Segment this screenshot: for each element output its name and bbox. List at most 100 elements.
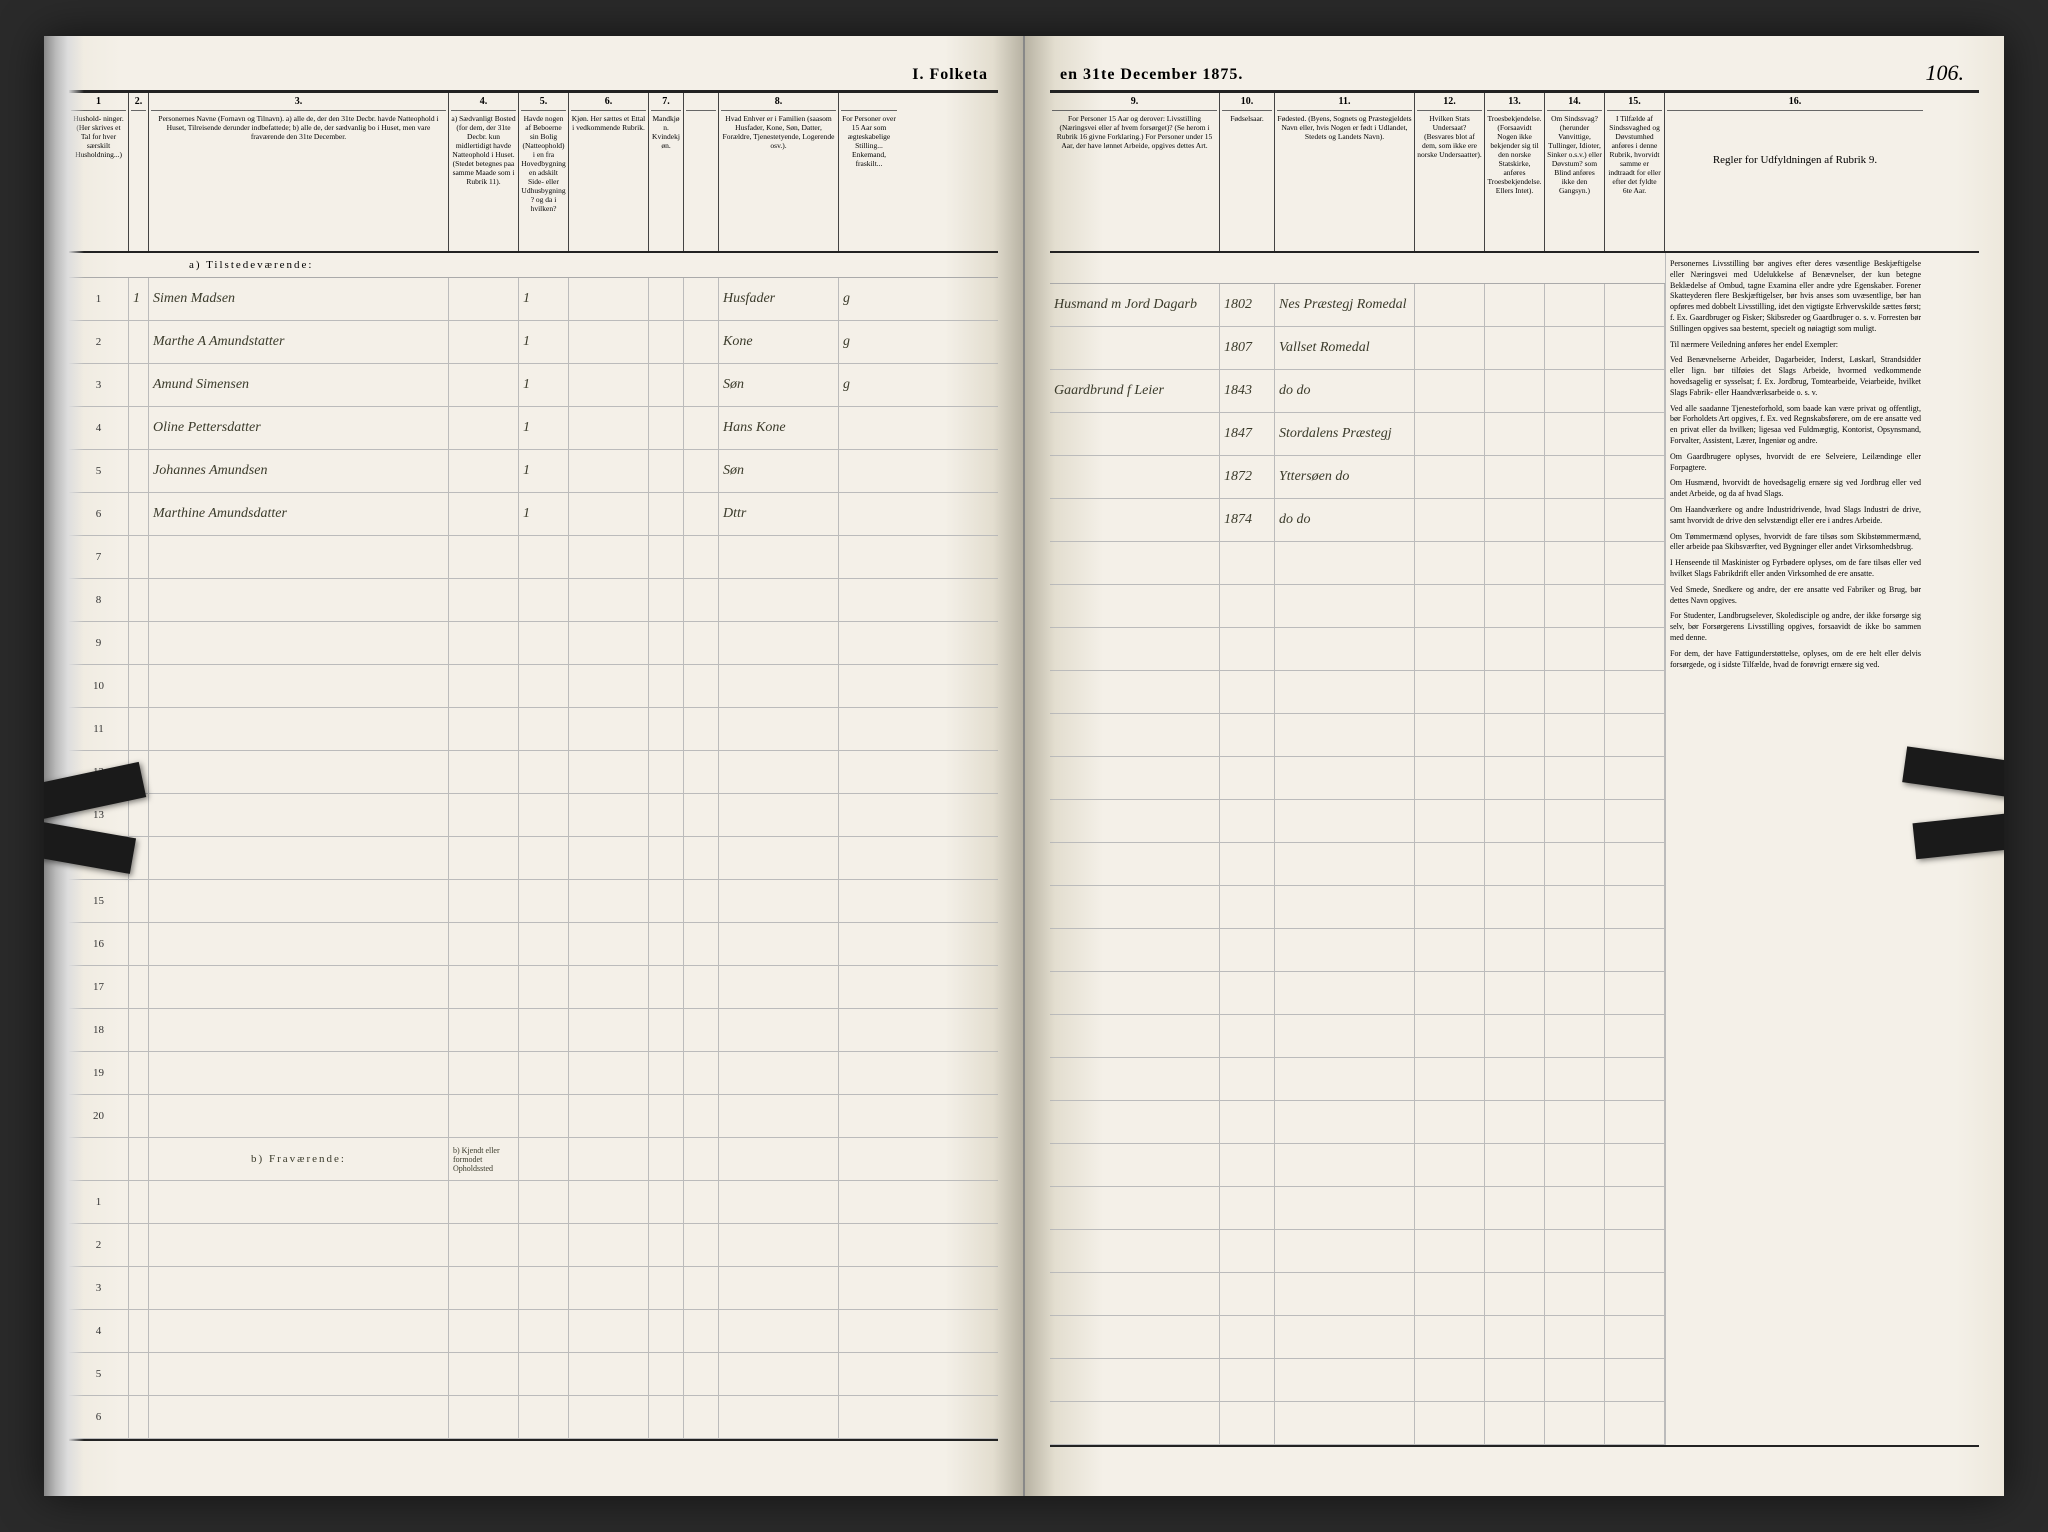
instruction-paragraph: Til nærmere Veiledning anføres her endel… [1670,340,1921,351]
cell-building: 1 [519,321,569,363]
hcol-7b [684,93,719,251]
table-row: 3 [69,1267,998,1310]
instruction-paragraph: Personernes Livsstilling bør angives eft… [1670,259,1921,335]
cell-occupation [1050,327,1220,369]
table-row [1050,1015,1665,1058]
table-row: 11 [69,708,998,751]
cell-marital: g [839,278,899,320]
ledger-right: 9.For Personer 15 Aar og derover: Livsst… [1050,90,1979,1447]
table-row [1050,1359,1665,1402]
cell-residence [449,407,519,449]
cell-onset [1605,284,1665,326]
cell-household [129,321,149,363]
table-row: 2Marthe A Amundstatter1Koneg [69,321,998,364]
table-row [1050,886,1665,929]
table-row: 3Amund Simensen1Søng [69,364,998,407]
cell-onset [1605,327,1665,369]
table-row [1050,1101,1665,1144]
cell-citizenship [1415,327,1485,369]
table-row [1050,1402,1665,1445]
table-row [1050,1316,1665,1359]
cell-sex [569,407,649,449]
cell-female [684,278,719,320]
cell-male [649,321,684,363]
table-row [1050,1273,1665,1316]
table-row [1050,1187,1665,1230]
cell-birthyear: 1843 [1220,370,1275,412]
cell-household: 1 [129,278,149,320]
cell-birthplace: Vallset Romedal [1275,327,1415,369]
instruction-paragraph: Om Husmænd, hvorvidt de hovedsagelig ern… [1670,478,1921,500]
table-row: 20 [69,1095,998,1138]
cell-occupation [1050,499,1220,541]
table-row: 7 [69,536,998,579]
hcol-12: 12.Hvilken Stats Undersaat? (Besvares bl… [1415,93,1485,251]
table-row [1050,843,1665,886]
instruction-paragraph: Om Haandværkere og andre Industridrivend… [1670,505,1921,527]
cell-building: 1 [519,278,569,320]
hcol-11: 11.Fødested. (Byens, Sognets og Præstegj… [1275,93,1415,251]
cell-marital [839,450,899,492]
table-row [1050,585,1665,628]
cell-building: 1 [519,493,569,535]
cell-disability [1545,370,1605,412]
cell-birthyear: 1802 [1220,284,1275,326]
ledger-left: 1Hushold- ninger. (Her skrives et Tal fo… [69,90,998,1441]
cell-building: 1 [519,450,569,492]
cell-occupation [1050,413,1220,455]
table-row [1050,757,1665,800]
cell-marital: g [839,364,899,406]
cell-sex [569,493,649,535]
hcol-8b: For Personer over 15 Aar som ægteskabeli… [839,93,899,251]
section-b-spacer [1050,1144,1665,1187]
cell-name: Marthe A Amundstatter [149,321,449,363]
hcol-9: 9.For Personer 15 Aar og derover: Livsst… [1050,93,1220,251]
section-b-note: b) Kjendt eller formodet Opholdssted [449,1138,519,1180]
table-row: Husmand m Jord Dagarb1802Nes Præstegj Ro… [1050,284,1665,327]
table-row: 15 [69,880,998,923]
cell-citizenship [1415,413,1485,455]
instruction-paragraph: Ved Smede, Snedkere og andre, der ere an… [1670,585,1921,607]
page-number: 106. [1926,60,1965,86]
instruction-paragraph: Om Gaardbrugere oplyses, hvorvidt de ere… [1670,452,1921,474]
cell-citizenship [1415,370,1485,412]
table-row [1050,542,1665,585]
table-row [1050,1058,1665,1101]
hcol-15: 15.I Tilfælde af Sindssvaghed og Døvstum… [1605,93,1665,251]
cell-name: Marthine Amundsdatter [149,493,449,535]
cell-family-pos: Kone [719,321,839,363]
table-row: 12 [69,751,998,794]
cell-occupation: Gaardbrund f Leier [1050,370,1220,412]
cell-birthplace: do do [1275,499,1415,541]
cell-birthyear: 1874 [1220,499,1275,541]
instruction-paragraph: For dem, der have Fattigunderstøttelse, … [1670,649,1921,671]
cell-family-pos: Hans Kone [719,407,839,449]
cell-household [129,450,149,492]
cell-marital: g [839,321,899,363]
table-row: 19 [69,1052,998,1095]
page-title-left: I. Folketa [69,66,998,84]
instruction-paragraph: I Henseende til Maskinister og Fyrbødere… [1670,558,1921,580]
cell-faith [1485,370,1545,412]
table-row [1050,714,1665,757]
table-row: 1847Stordalens Præstegj [1050,413,1665,456]
page-title-right: en 31te December 1875. [1050,66,1979,84]
section-b-row: b) Fraværende: b) Kjendt eller formodet … [69,1138,998,1181]
table-row [1050,671,1665,714]
hcol-4: 4.a) Sædvanligt Bosted (for dem, der 31t… [449,93,519,251]
cell-household [129,407,149,449]
cell-building: 1 [519,364,569,406]
table-row: 13 [69,794,998,837]
cell-disability [1545,413,1605,455]
cell-citizenship [1415,456,1485,498]
cell-family-pos: Husfader [719,278,839,320]
cell-marital [839,493,899,535]
cell-disability [1545,284,1605,326]
cell-occupation: Husmand m Jord Dagarb [1050,284,1220,326]
table-row: 1 [69,1181,998,1224]
hcol-7a: 7.Mandkjøn. Kvindekjøn. [649,93,684,251]
table-row [1050,1230,1665,1273]
cell-sex [569,321,649,363]
cell-onset [1605,456,1665,498]
table-row [1050,929,1665,972]
